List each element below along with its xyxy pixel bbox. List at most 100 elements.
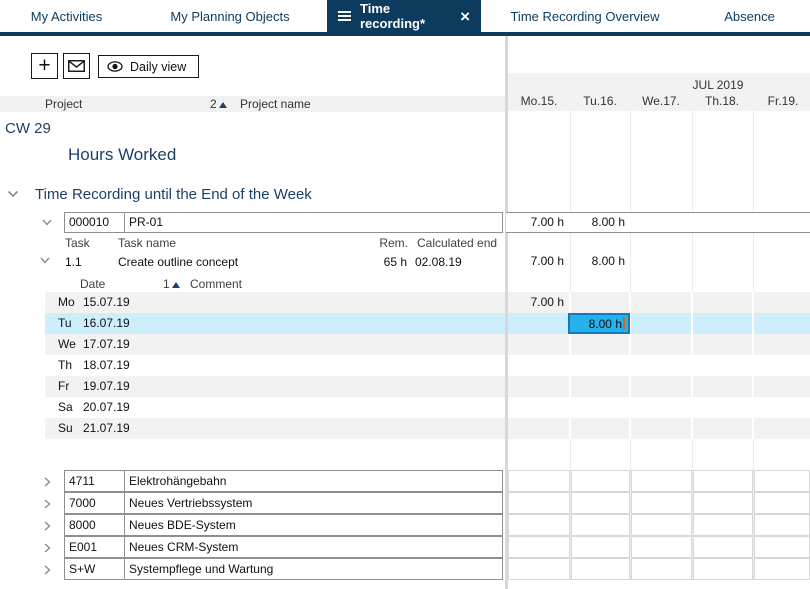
- grid-cell[interactable]: [693, 536, 753, 558]
- date-row-fr-grid[interactable]: [508, 376, 810, 397]
- chevron-right-icon[interactable]: [44, 543, 51, 553]
- daily-view-button[interactable]: Daily view: [98, 55, 199, 78]
- chevron-right-icon[interactable]: [44, 477, 51, 487]
- grid-cell[interactable]: [508, 558, 570, 580]
- chevron-right-icon[interactable]: [44, 499, 51, 509]
- grid-cell[interactable]: [754, 536, 810, 558]
- column-sort-indicator[interactable]: 1: [163, 277, 180, 291]
- project-code-cell[interactable]: S+W 20XX: [64, 558, 125, 580]
- hamburger-icon[interactable]: [338, 11, 351, 21]
- section-time-recording-label[interactable]: Time Recording until the End of the Week: [35, 186, 312, 203]
- task-name[interactable]: Create outline concept: [118, 255, 239, 269]
- task-hours-mo[interactable]: 7.00 h: [530, 254, 564, 268]
- hours-cell-mo[interactable]: 7.00 h: [530, 295, 564, 309]
- day-header-fr[interactable]: Fr.19.: [767, 94, 799, 108]
- project-name-cell[interactable]: Neues Vertriebssystem: [124, 492, 503, 514]
- tab-absence[interactable]: Absence: [689, 0, 810, 32]
- tab-my-planning-objects[interactable]: My Planning Objects: [133, 0, 327, 32]
- calendar-week-label: CW 29: [5, 120, 51, 137]
- grid-cell[interactable]: [508, 514, 570, 536]
- eye-icon: [107, 61, 123, 72]
- plus-icon: +: [38, 54, 51, 77]
- grid-cell[interactable]: [508, 470, 570, 492]
- column-header-task[interactable]: Task: [65, 236, 90, 250]
- tab-my-activities[interactable]: My Activities: [0, 0, 133, 32]
- mail-button[interactable]: [63, 53, 90, 79]
- project-name-cell[interactable]: Neues BDE-System: [124, 514, 503, 536]
- grid-cell[interactable]: [571, 470, 630, 492]
- date-row-tu[interactable]: Tu 16.07.19: [45, 313, 505, 334]
- grid-cell[interactable]: [631, 470, 692, 492]
- project-name-cell[interactable]: Elektrohängebahn: [124, 470, 503, 492]
- grid-cell[interactable]: [754, 470, 810, 492]
- project-code-cell[interactable]: 8000: [64, 514, 125, 536]
- day-header-tu[interactable]: Tu.16.: [583, 94, 617, 108]
- chevron-right-icon[interactable]: [44, 565, 51, 575]
- grid-cell[interactable]: [571, 558, 630, 580]
- grid-cell[interactable]: [631, 514, 692, 536]
- project-code-cell[interactable]: 000010: [64, 212, 125, 233]
- project-code-cell[interactable]: E001: [64, 536, 125, 558]
- task-id[interactable]: 1.1: [65, 255, 82, 269]
- chevron-down-icon[interactable]: [40, 257, 50, 264]
- tab-time-recording[interactable]: Time recording* ×: [327, 0, 481, 32]
- date-row-fr[interactable]: Fr 19.07.19: [45, 376, 505, 397]
- date-row-mo-grid[interactable]: [508, 292, 810, 313]
- close-icon[interactable]: ×: [460, 6, 470, 26]
- project-hours-mo[interactable]: 7.00 h: [530, 215, 564, 229]
- grid-cell[interactable]: [693, 470, 753, 492]
- grid-cell[interactable]: [631, 492, 692, 514]
- day-header-mo[interactable]: Mo.15.: [520, 94, 558, 108]
- date-row-we[interactable]: We 17.07.19: [45, 334, 505, 355]
- grid-cell[interactable]: [631, 536, 692, 558]
- date-row-we-grid[interactable]: [508, 334, 810, 355]
- grid-cell[interactable]: [754, 492, 810, 514]
- hours-input-selected[interactable]: 8.00 h: [568, 313, 630, 334]
- date-row-sa[interactable]: Sa 20.07.19: [45, 397, 505, 418]
- grid-cell[interactable]: [693, 514, 753, 536]
- tab-label: My Activities: [30, 8, 103, 24]
- column-header-project[interactable]: Project: [45, 97, 83, 111]
- column-header-comment[interactable]: Comment: [190, 277, 243, 291]
- grid-cell[interactable]: [754, 514, 810, 536]
- column-header-task-name[interactable]: Task name: [118, 236, 177, 250]
- grid-cell[interactable]: [693, 492, 753, 514]
- grid-cell[interactable]: [571, 514, 630, 536]
- grid-cell[interactable]: [571, 492, 630, 514]
- grid-cell[interactable]: [693, 558, 753, 580]
- project-code-cell[interactable]: 7000: [64, 492, 125, 514]
- date-row-sa-grid[interactable]: [508, 397, 810, 418]
- day-header-th[interactable]: Th.18.: [704, 94, 740, 108]
- column-header-rem[interactable]: Rem.: [379, 236, 408, 250]
- grid-cell[interactable]: [508, 536, 570, 558]
- chevron-right-icon[interactable]: [44, 521, 51, 531]
- grid-cell[interactable]: [754, 558, 810, 580]
- column-header-calculated-end[interactable]: Calculated end: [417, 236, 498, 250]
- task-hours-tu[interactable]: 8.00 h: [591, 254, 625, 268]
- project-hours-tu[interactable]: 8.00 h: [591, 215, 625, 229]
- date-row-su-grid[interactable]: [508, 418, 810, 439]
- project-name-cell[interactable]: Systempflege und Wartung: [124, 558, 503, 580]
- project-code-cell[interactable]: 4711: [64, 470, 125, 492]
- column-header-date[interactable]: Date: [80, 277, 106, 291]
- date-row-su[interactable]: Su 21.07.19: [45, 418, 505, 439]
- project-name-cell[interactable]: PR-01: [124, 212, 503, 233]
- date-row-mo[interactable]: Mo 15.07.19: [45, 292, 505, 313]
- date-row-th[interactable]: Th 18.07.19: [45, 355, 505, 376]
- column-header-project-name[interactable]: Project name: [240, 97, 311, 111]
- column-sort-indicator[interactable]: 2: [210, 97, 227, 111]
- add-button[interactable]: +: [31, 53, 58, 79]
- date-row-th-grid[interactable]: [508, 355, 810, 376]
- chevron-down-icon[interactable]: [42, 219, 52, 226]
- grid-cell[interactable]: [571, 536, 630, 558]
- chevron-down-icon[interactable]: [7, 190, 19, 198]
- month-label: JUL 2019: [692, 78, 744, 92]
- tab-time-recording-overview[interactable]: Time Recording Overview: [481, 0, 689, 32]
- panel-splitter[interactable]: [505, 36, 508, 589]
- project-name-cell[interactable]: Neues CRM-System: [124, 536, 503, 558]
- date-row-tu-grid[interactable]: [508, 313, 810, 334]
- daily-view-label: Daily view: [130, 59, 187, 74]
- day-header-we[interactable]: We.17.: [642, 94, 680, 108]
- grid-cell[interactable]: [508, 492, 570, 514]
- grid-cell[interactable]: [631, 558, 692, 580]
